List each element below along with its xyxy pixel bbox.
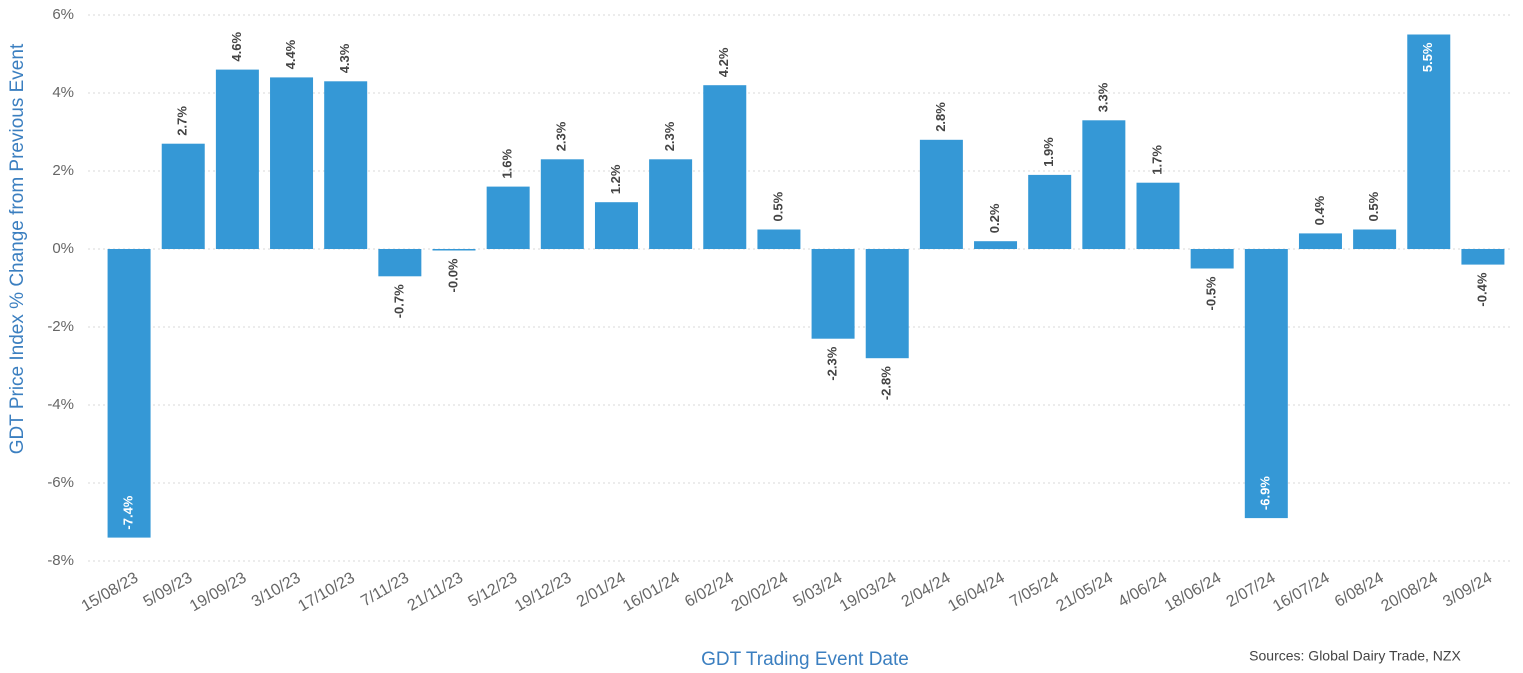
value-label: 0.2%: [987, 203, 1002, 233]
value-label: 1.6%: [500, 149, 515, 179]
value-label: 4.2%: [716, 47, 731, 77]
value-label: -0.5%: [1204, 276, 1219, 310]
bar: [432, 249, 476, 251]
value-label: 3.3%: [1095, 82, 1110, 112]
x-axis-label: GDT Trading Event Date: [701, 649, 909, 670]
value-label: -2.3%: [825, 346, 840, 380]
value-label: -2.8%: [879, 366, 894, 400]
value-label: 0.5%: [770, 191, 785, 221]
x-tick-label: 19/09/23: [187, 569, 250, 615]
bar: [865, 249, 909, 359]
value-label: -0.4%: [1474, 272, 1489, 306]
value-label: 2.7%: [175, 106, 190, 136]
value-label: 0.5%: [1366, 191, 1381, 221]
x-tick-label: 4/06/24: [1115, 569, 1170, 610]
x-tick-label: 7/05/24: [1007, 569, 1062, 610]
bar: [1407, 34, 1451, 249]
y-tick-label: 6%: [52, 6, 74, 23]
bar: [270, 77, 314, 250]
x-tick-label: 18/06/24: [1162, 569, 1225, 615]
bar: [594, 202, 638, 249]
bar: [161, 143, 205, 249]
bar: [1082, 120, 1126, 249]
y-tick-label: 2%: [52, 162, 74, 179]
x-tick-label: 5/03/24: [790, 569, 845, 610]
y-tick-label: 0%: [52, 240, 74, 257]
bar: [757, 229, 801, 249]
x-tick-label: 3/09/24: [1440, 569, 1495, 610]
x-tick-label: 16/04/24: [945, 569, 1008, 615]
x-tick-label: 2/04/24: [899, 569, 954, 610]
y-tick-label: 4%: [52, 84, 74, 101]
x-tick-label: 19/03/24: [837, 569, 900, 615]
x-tick-label: 16/07/24: [1270, 569, 1333, 615]
bar: [1136, 182, 1180, 249]
value-label: 4.4%: [283, 39, 298, 69]
value-label: 2.8%: [933, 102, 948, 132]
value-label: -0.7%: [391, 284, 406, 318]
y-tick-label: -4%: [47, 396, 74, 413]
bar: [649, 159, 693, 249]
bar: [540, 159, 584, 249]
x-tick-label: 20/02/24: [729, 569, 792, 615]
bar: [811, 249, 855, 339]
bar: [1190, 249, 1234, 269]
value-label: -0.0%: [445, 258, 460, 292]
value-label: 2.3%: [662, 121, 677, 151]
y-tick-label: -8%: [47, 552, 74, 569]
x-tick-label: 21/05/24: [1054, 569, 1117, 615]
x-tick-label: 19/12/23: [512, 569, 575, 615]
x-tick-label: 21/11/23: [405, 569, 467, 614]
value-label: 1.7%: [1149, 145, 1164, 175]
x-tick-label: 7/11/23: [358, 569, 412, 610]
x-tick-label: 2/07/24: [1224, 569, 1279, 610]
y-axis-label: GDT Price Index % Change from Previous E…: [7, 43, 28, 454]
x-tick-label: 2/01/24: [574, 569, 629, 610]
bar: [486, 186, 530, 249]
value-label: 4.3%: [337, 43, 352, 73]
bar: [1461, 249, 1505, 265]
x-tick-label: 17/10/23: [295, 569, 358, 615]
bar: [215, 69, 259, 249]
bar: [1244, 249, 1288, 519]
bar: [1298, 233, 1342, 249]
value-label: -6.9%: [1258, 476, 1273, 510]
y-tick-label: -2%: [47, 318, 74, 335]
bar: [703, 85, 747, 249]
x-tick-label: 6/02/24: [682, 569, 737, 610]
value-label: 5.5%: [1420, 42, 1435, 72]
x-tick-label: 20/08/24: [1378, 569, 1441, 615]
bar: [324, 81, 368, 249]
x-tick-label: 15/08/23: [79, 569, 142, 615]
bar: [1028, 174, 1072, 249]
x-tick-label: 5/12/23: [466, 569, 521, 610]
value-label: 4.6%: [229, 32, 244, 62]
bar: [1353, 229, 1397, 249]
x-tick-label: 6/08/24: [1332, 569, 1387, 610]
x-tick-label: 16/01/24: [620, 569, 683, 615]
value-label: 1.9%: [1041, 137, 1056, 167]
value-label: 0.4%: [1312, 195, 1327, 225]
x-tick-label: 3/10/23: [249, 569, 304, 610]
value-label: 2.3%: [554, 121, 569, 151]
bar: [378, 249, 422, 277]
value-label: -7.4%: [121, 495, 136, 529]
bar: [974, 241, 1018, 249]
bar: [919, 139, 963, 249]
bar: [107, 249, 151, 538]
source-note: Sources: Global Dairy Trade, NZX: [1249, 648, 1461, 664]
value-label: 1.2%: [608, 164, 623, 194]
y-tick-label: -6%: [47, 474, 74, 491]
x-tick-label: 5/09/23: [141, 569, 196, 610]
